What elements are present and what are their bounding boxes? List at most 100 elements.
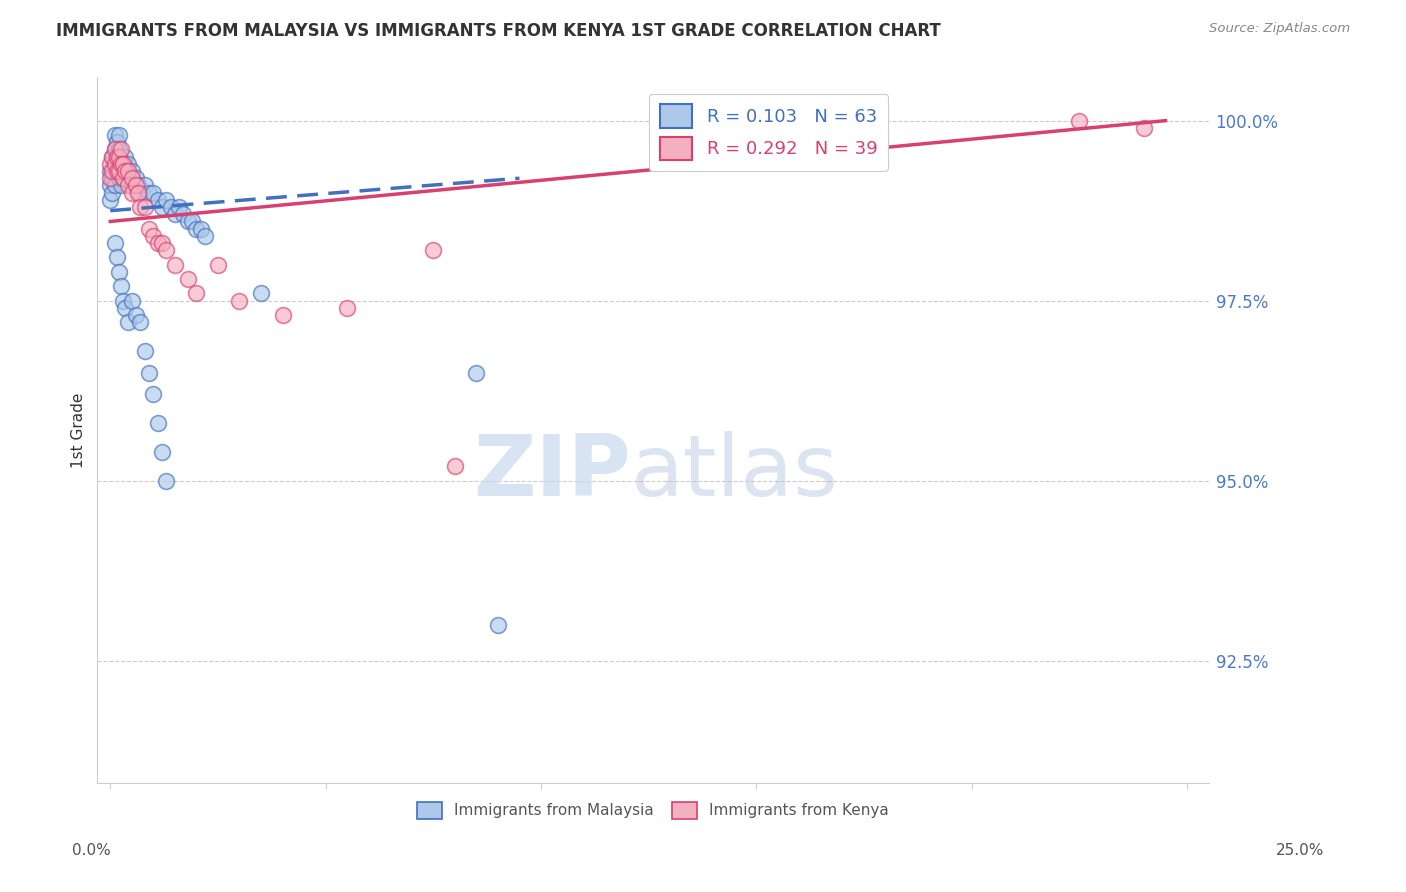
Point [486,617,509,632]
Point [103,143,125,157]
Text: 25.0%: 25.0% [1277,843,1324,858]
Point [129,186,152,200]
Text: IMMIGRANTS FROM MALAYSIA VS IMMIGRANTS FROM KENYA 1ST GRADE CORRELATION CHART: IMMIGRANTS FROM MALAYSIA VS IMMIGRANTS F… [56,22,941,40]
Point [422,244,444,258]
Point [103,157,125,171]
Point [228,293,250,308]
Point [173,207,195,221]
Point [181,214,204,228]
Point [125,171,148,186]
Text: 0.0%: 0.0% [72,843,111,858]
Point [443,459,465,474]
Point [98,193,121,207]
Point [129,315,152,329]
Point [142,186,165,200]
Point [125,178,148,193]
Point [101,186,124,200]
Point [98,164,121,178]
Point [177,214,200,228]
Point [163,207,186,221]
Point [190,221,212,235]
Point [105,164,128,178]
Legend: Immigrants from Malaysia, Immigrants from Kenya: Immigrants from Malaysia, Immigrants fro… [412,796,894,825]
Point [101,171,124,186]
Point [125,308,148,322]
Point [146,193,169,207]
Point [103,157,125,171]
Point [108,171,131,186]
Point [110,157,132,171]
Text: ZIP: ZIP [472,431,631,514]
Point [112,171,135,186]
Point [105,150,128,164]
Point [250,286,273,301]
Point [155,193,177,207]
Point [110,178,132,193]
Point [142,387,165,401]
Point [1133,120,1156,135]
Point [186,221,208,235]
Point [207,258,229,272]
Point [114,164,136,178]
Point [117,315,139,329]
Point [103,178,125,193]
Point [98,171,121,186]
Point [103,128,125,142]
Point [1069,113,1091,128]
Point [138,366,160,380]
Point [98,157,121,171]
Point [101,150,124,164]
Point [103,235,125,250]
Point [121,293,143,308]
Text: Source: ZipAtlas.com: Source: ZipAtlas.com [1209,22,1350,36]
Point [134,178,156,193]
Point [108,265,131,279]
Point [121,171,143,186]
Point [138,186,160,200]
Point [271,308,294,322]
Point [108,150,131,164]
Point [110,279,132,293]
Point [127,178,149,193]
Point [108,164,131,178]
Point [108,157,131,171]
Point [121,186,143,200]
Point [150,235,173,250]
Point [105,251,128,265]
Point [114,164,136,178]
Point [105,135,128,149]
Point [98,178,121,193]
Point [150,445,173,459]
Point [134,344,156,359]
Point [105,164,128,178]
Point [134,200,156,214]
Point [142,228,165,243]
Point [155,474,177,488]
Point [117,164,139,178]
Point [159,200,181,214]
Point [129,200,152,214]
Point [110,164,132,178]
Point [155,244,177,258]
Point [167,200,190,214]
Point [112,157,135,171]
Point [146,235,169,250]
Point [114,150,136,164]
Point [121,164,143,178]
Point [101,150,124,164]
Point [163,258,186,272]
Point [117,178,139,193]
Point [114,301,136,315]
Point [112,171,135,186]
Point [112,293,135,308]
Point [121,178,143,193]
Point [194,228,217,243]
Y-axis label: 1st Grade: 1st Grade [72,392,86,468]
Point [186,286,208,301]
Point [112,157,135,171]
Point [177,272,200,286]
Point [105,150,128,164]
Point [150,200,173,214]
Point [138,221,160,235]
Text: atlas: atlas [631,431,839,514]
